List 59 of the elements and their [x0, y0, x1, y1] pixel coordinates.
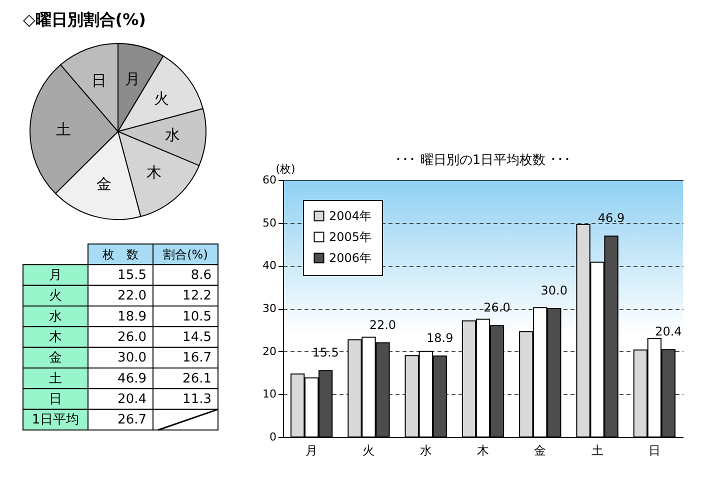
category-label: 火 [49, 288, 62, 304]
data-label: 15.5 [118, 268, 146, 283]
data-label: 22.0 [369, 318, 396, 332]
x-tick-label: 月 [306, 444, 318, 458]
legend-label: 2004年 [329, 209, 372, 223]
slice-label: 金 [96, 175, 112, 194]
y-tick-label: 30 [262, 302, 276, 315]
y-tick-label: 40 [262, 259, 276, 272]
data-label: 46.9 [598, 211, 625, 226]
category-label: 月 [49, 268, 62, 283]
series-label: 割合(%) [163, 247, 208, 262]
data-label: 20.4 [655, 324, 682, 339]
y-axis-title: (枚) [276, 162, 296, 176]
data-label: 10.5 [182, 309, 212, 324]
x-tick-label: 土 [591, 444, 604, 458]
data-label: 18.9 [118, 309, 146, 324]
data-label: 26.0 [118, 330, 146, 345]
category-label: 土 [49, 371, 62, 386]
slice-label: 土 [56, 120, 71, 138]
data-label: 26.1 [182, 371, 212, 386]
data-label: 22.0 [118, 288, 146, 304]
legend-label: 2006年 [329, 251, 372, 265]
slice-label: 水 [164, 126, 180, 144]
category-label: 金 [49, 350, 62, 366]
x-tick-label: 木 [477, 444, 489, 458]
data-label: 20.4 [118, 392, 146, 407]
slice-label: 火 [154, 90, 170, 108]
x-tick-label: 火 [362, 444, 375, 458]
data-label: 26.0 [484, 300, 510, 315]
y-tick-label: 10 [262, 388, 276, 401]
data-label: 26.7 [118, 412, 146, 428]
y-tick-label: 60 [262, 174, 276, 186]
data-label: 30.0 [540, 284, 568, 298]
legend-label: 2005年 [329, 230, 372, 244]
slice-label: 月 [125, 70, 140, 88]
data-label: 30.0 [118, 350, 146, 366]
data-label: 15.5 [312, 346, 339, 360]
data-label: 8.6 [190, 268, 212, 283]
series-label: 枚 数 [102, 247, 138, 262]
category-label: 木 [49, 330, 62, 345]
data-label: 46.9 [118, 371, 146, 386]
data-label: 11.3 [182, 392, 212, 407]
data-label: 18.9 [426, 331, 454, 346]
y-tick-label: 20 [262, 344, 276, 358]
slice-label: 日 [92, 71, 107, 90]
x-tick-label: 日 [648, 444, 660, 458]
y-tick-label: 50 [262, 216, 276, 230]
chart-title: ･･･ 曜日別の1日平均枚数 ･･･ [395, 153, 571, 168]
x-tick-label: 水 [420, 444, 432, 458]
category-label: 水 [49, 309, 62, 324]
data-label: 14.5 [182, 330, 212, 345]
data-label: 12.2 [182, 288, 212, 304]
chart-title: ◇曜日別割合(%) [23, 10, 146, 29]
slice-label: 木 [146, 164, 162, 182]
category-label: 日 [49, 392, 62, 407]
y-tick-label: 0 [270, 430, 276, 444]
x-tick-label: 金 [534, 444, 546, 458]
category-label: 1日平均 [32, 412, 80, 428]
data-label: 16.7 [182, 350, 212, 366]
